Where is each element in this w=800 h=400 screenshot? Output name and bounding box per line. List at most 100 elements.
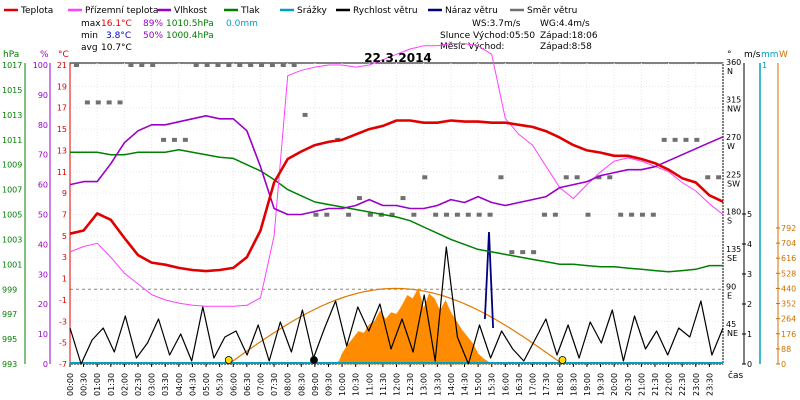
wind-direction-point	[74, 63, 79, 67]
hpa-tick-label: 1017	[2, 61, 22, 70]
w-tick-label: 88	[781, 345, 791, 354]
stats-sunset: Západ:18:06	[540, 31, 598, 41]
c-tick-label: 13	[57, 146, 67, 155]
x-tick-label: 01:00	[93, 373, 102, 396]
pct-tick-label: 30	[38, 270, 48, 279]
x-tick-label: 23:30	[705, 373, 714, 396]
dir-tick-name: S	[727, 217, 732, 226]
wind-direction-point	[389, 212, 395, 217]
solar-theoretical-line	[228, 287, 562, 365]
x-tick-label: 07:30	[270, 373, 279, 396]
wind-direction-point	[509, 250, 515, 255]
pct-tick-label: 80	[38, 121, 48, 130]
wind-direction-point	[498, 175, 504, 180]
x-tick-label: 17:00	[529, 373, 538, 396]
pct-tick-label: 0	[43, 360, 48, 369]
x-tick-label: 16:00	[501, 373, 510, 396]
x-tick-label: 21:00	[637, 373, 646, 396]
stats-max-hum: 89%	[143, 19, 163, 29]
c-tick-label: -5	[59, 339, 67, 348]
wind-direction-point	[269, 63, 275, 67]
c-axis-label: °C	[58, 50, 69, 60]
x-tick-label: 05:00	[202, 373, 211, 396]
stats-moonset: Západ:8:58	[540, 42, 592, 52]
c-tick-label: 5	[62, 232, 67, 241]
x-tick-label: 02:00	[120, 373, 129, 396]
wind-direction-point	[563, 175, 569, 180]
wind-direction-point	[302, 112, 308, 117]
pct-axis-label: %	[40, 50, 49, 60]
x-tick-label: 23:00	[692, 373, 701, 396]
c-tick-label: 7	[62, 211, 67, 220]
wind-direction-point	[422, 175, 428, 180]
wind-direction-point	[161, 137, 167, 142]
wind-direction-point	[84, 100, 90, 105]
x-tick-label: 14:30	[461, 373, 470, 396]
dir-tick-name: NW	[727, 104, 741, 113]
pct-tick-label: 40	[38, 240, 48, 249]
x-tick-label: 06:30	[243, 373, 252, 396]
ms-tick-label: 4	[747, 240, 752, 249]
dir-tick-deg: 225	[726, 170, 741, 179]
ms-tick-label: 2	[747, 300, 752, 309]
w-tick-label: 176	[781, 330, 796, 339]
x-tick-label: 12:00	[393, 373, 402, 396]
pct-tick-label: 50	[38, 211, 48, 220]
ms-tick-label: 3	[747, 270, 752, 279]
dir-tick-deg: 45	[726, 320, 736, 329]
dir-tick-name: E	[727, 292, 732, 301]
mm-tick-label: 1	[762, 61, 767, 70]
wind-direction-point	[465, 212, 471, 217]
hpa-tick-label: 993	[2, 360, 17, 369]
legend-item: Směr větru	[527, 6, 577, 16]
wind-direction-point	[552, 212, 558, 217]
w-axis-label: W	[779, 50, 788, 60]
x-tick-label: 09:30	[324, 373, 333, 396]
ms-tick-label: 0	[747, 360, 752, 369]
wind-direction-point	[226, 63, 232, 67]
x-tick-label: 12:30	[406, 373, 415, 396]
wind-direction-point	[106, 100, 112, 105]
wind-direction-point	[313, 212, 319, 217]
humidity-line	[69, 115, 724, 216]
ms-tick-label: 1	[747, 330, 752, 339]
x-tick-label: 03:00	[148, 373, 157, 396]
hpa-tick-label: 999	[2, 285, 17, 294]
stats-max-temp: 16.1°C	[101, 19, 132, 29]
pct-tick-label: 10	[38, 330, 48, 339]
x-tick-label: 22:00	[665, 373, 674, 396]
wind-direction-point	[117, 100, 123, 105]
wind-direction-point	[705, 175, 711, 180]
dir-tick-name: SW	[727, 179, 740, 188]
wind-direction-point	[433, 212, 439, 217]
x-tick-label: 05:30	[216, 373, 225, 396]
mm-axis-label: mm	[761, 50, 779, 60]
x-tick-label: 20:00	[610, 373, 619, 396]
wind-direction-point	[411, 212, 417, 217]
wind-direction-point	[672, 137, 678, 142]
x-tick-label: 11:00	[365, 373, 374, 396]
stats-sunrise: Slunce Východ:05:50	[440, 31, 535, 41]
wind-direction-point	[596, 175, 602, 180]
wind-direction-point	[487, 212, 493, 217]
legend: Teplota Přízemní teplota Vlhkost Tlak Srážky…	[4, 6, 577, 16]
chart-title: 22.3.2014	[364, 51, 432, 65]
stats-block: max 16.1°C 89% 1010.5hPa 0.0mm min 3.8°C…	[81, 19, 598, 53]
x-tick-label: 08:30	[297, 373, 306, 396]
sunset-marker	[558, 356, 567, 364]
x-tick-label: 15:00	[474, 373, 483, 396]
wind-gust-line	[484, 231, 494, 329]
x-tick-label: 08:00	[284, 373, 293, 396]
x-tick-label: 02:30	[134, 373, 143, 396]
x-tick-label: 10:30	[352, 373, 361, 396]
wind-direction-point	[629, 212, 635, 217]
x-tick-label: 18:00	[556, 373, 565, 396]
ms-axis-label: m/s	[744, 50, 761, 60]
dir-tick-deg: 180	[726, 208, 741, 217]
wind-direction-point	[291, 63, 297, 67]
wind-direction-point	[128, 63, 134, 67]
ms-tick-label: 5	[747, 210, 752, 219]
plot-area: 1017101510131011100910071005100310019999…	[2, 43, 796, 396]
stats-max-label: max	[81, 19, 101, 29]
x-tick-label: 14:00	[447, 373, 456, 396]
